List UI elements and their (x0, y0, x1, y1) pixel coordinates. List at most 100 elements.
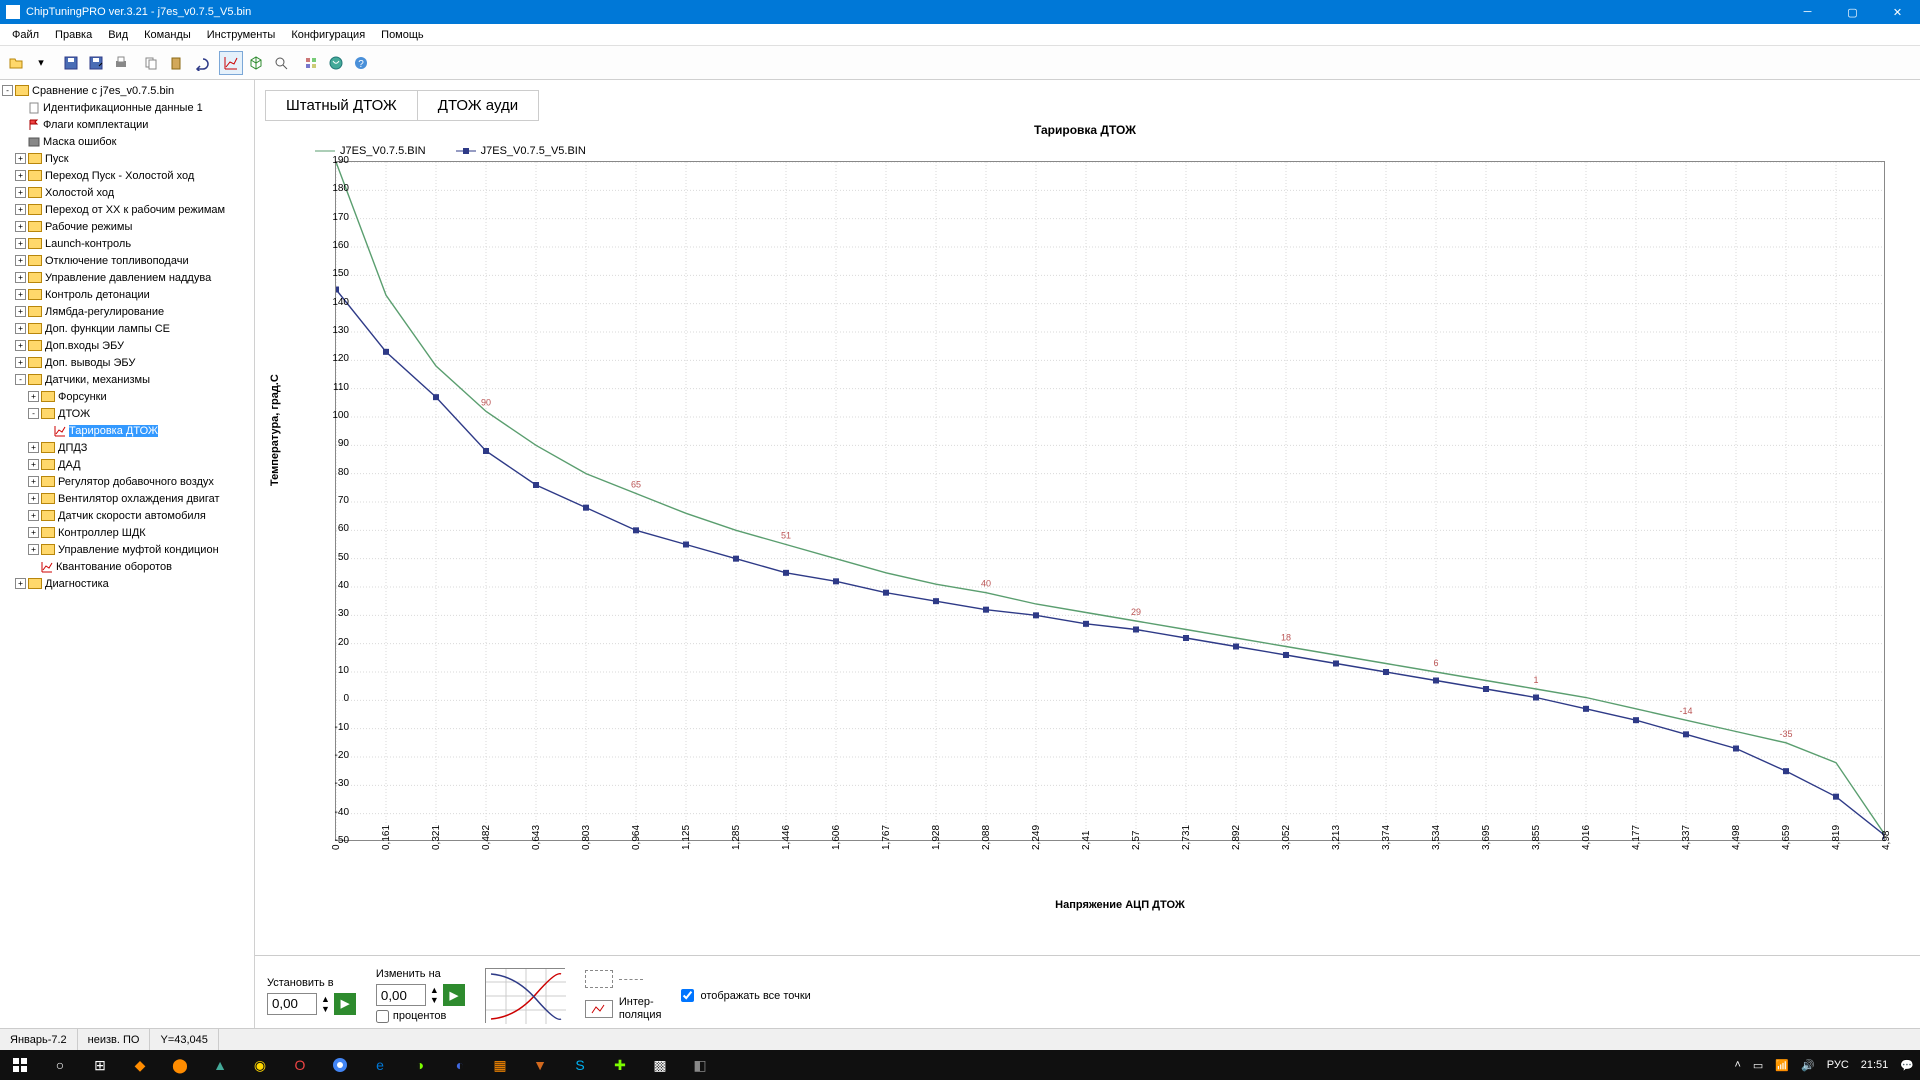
menu-Команды[interactable]: Команды (136, 24, 199, 46)
tree-row[interactable]: Маска ошибок (2, 133, 252, 150)
start-icon[interactable] (0, 1050, 40, 1080)
spin-icon[interactable]: ▲▼ (321, 994, 330, 1014)
change-apply-button[interactable]: ▶ (443, 984, 465, 1006)
help-icon[interactable]: ? (349, 51, 373, 75)
zoom-icon[interactable] (269, 51, 293, 75)
chart-view-icon[interactable] (219, 51, 243, 75)
menu-Правка[interactable]: Правка (47, 24, 100, 46)
tree-row[interactable]: Идентификационные данные 1 (2, 99, 252, 116)
saveas-icon[interactable] (84, 51, 108, 75)
tree-row[interactable]: +Launch-контроль (2, 235, 252, 252)
tree-row[interactable]: +Управление муфтой кондицион (2, 541, 252, 558)
menu-Конфигурация[interactable]: Конфигурация (283, 24, 373, 46)
tree-row[interactable]: +Отключение топливоподачи (2, 252, 252, 269)
tree-row[interactable]: -Датчики, механизмы (2, 371, 252, 388)
tree-row[interactable]: +Регулятор добавочного воздух (2, 473, 252, 490)
set-input[interactable] (267, 993, 317, 1015)
tree-row[interactable]: +Пуск (2, 150, 252, 167)
menu-Вид[interactable]: Вид (100, 24, 136, 46)
tree-row[interactable]: +Рабочие режимы (2, 218, 252, 235)
change-label: Изменить на (376, 968, 465, 980)
undo-icon[interactable] (189, 51, 213, 75)
task-app10[interactable]: ▩ (640, 1050, 680, 1080)
tool2-icon[interactable] (324, 51, 348, 75)
copy-icon[interactable] (139, 51, 163, 75)
print-icon[interactable] (109, 51, 133, 75)
tree-row[interactable]: +Контроль детонации (2, 286, 252, 303)
tray-time[interactable]: 21:51 (1855, 1059, 1895, 1071)
set-apply-button[interactable]: ▶ (334, 993, 356, 1015)
tree-row[interactable]: +Контроллер ШДК (2, 524, 252, 541)
cortana-icon[interactable]: ○ (40, 1050, 80, 1080)
taskbar[interactable]: ○ ⊞ ◆ ⬤ ▲ ◉ O e ◑ ◐ ▦ ▼ S ✚ ▩ ◧ ˄ ▭ 📶 🔊 … (0, 1050, 1920, 1080)
open-icon[interactable] (4, 51, 28, 75)
tree-panel[interactable]: -Сравнение с j7es_v0.7.5.binИдентификаци… (0, 80, 255, 1035)
tree-row[interactable]: +Управление давлением наддува (2, 269, 252, 286)
tool1-icon[interactable] (299, 51, 323, 75)
task-skype[interactable]: S (560, 1050, 600, 1080)
task-app11[interactable]: ◧ (680, 1050, 720, 1080)
close-button[interactable]: ✕ (1875, 0, 1920, 24)
minimize-button[interactable]: ─ (1785, 0, 1830, 24)
task-app3[interactable]: ▲ (200, 1050, 240, 1080)
tree-row[interactable]: Квантование оборотов (2, 558, 252, 575)
save-icon[interactable] (59, 51, 83, 75)
tree-row[interactable]: +Лямбда-регулирование (2, 303, 252, 320)
task-app6[interactable]: ◐ (440, 1050, 480, 1080)
tree-row[interactable]: -ДТОЖ (2, 405, 252, 422)
tab-2[interactable]: ДТОЖ ауди (418, 90, 539, 121)
tree-row[interactable]: +Вентилятор охлаждения двигат (2, 490, 252, 507)
change-input[interactable] (376, 984, 426, 1006)
task-app5[interactable]: ◑ (400, 1050, 440, 1080)
tree-row[interactable]: Флаги комплектации (2, 116, 252, 133)
tray-volume-icon[interactable]: 🔊 (1795, 1059, 1821, 1072)
spin-icon[interactable]: ▲▼ (430, 985, 439, 1005)
tree-row[interactable]: +Форсунки (2, 388, 252, 405)
svg-text:29: 29 (1131, 607, 1141, 617)
dash-icon[interactable] (585, 970, 613, 988)
tray-battery-icon[interactable]: ▭ (1747, 1059, 1769, 1072)
task-app1[interactable]: ◆ (120, 1050, 160, 1080)
menu-Инструменты[interactable]: Инструменты (199, 24, 284, 46)
tab-1[interactable]: Штатный ДТОЖ (265, 90, 418, 121)
tree-row[interactable]: +ДАД (2, 456, 252, 473)
tree-row[interactable]: -Сравнение с j7es_v0.7.5.bin (2, 82, 252, 99)
plot[interactable]: 90655140291861-14-35 (335, 161, 1885, 841)
3d-view-icon[interactable] (244, 51, 268, 75)
svg-text:90: 90 (481, 397, 491, 407)
tree-row[interactable]: +Доп. выводы ЭБУ (2, 354, 252, 371)
dropdown-icon[interactable]: ▾ (29, 51, 53, 75)
svg-text:18: 18 (1281, 633, 1291, 643)
tree-row[interactable]: +Переход Пуск - Холостой ход (2, 167, 252, 184)
menu-Помощь[interactable]: Помощь (373, 24, 432, 46)
tree-row[interactable]: +Переход от ХХ к рабочим режимам (2, 201, 252, 218)
tree-row[interactable]: +ДПДЗ (2, 439, 252, 456)
tray-up-icon[interactable]: ˄ (1728, 1059, 1746, 1071)
showall-checkbox[interactable] (681, 989, 694, 1002)
svg-text:-35: -35 (1779, 729, 1792, 739)
taskview-icon[interactable]: ⊞ (80, 1050, 120, 1080)
task-app4[interactable]: ◉ (240, 1050, 280, 1080)
paste-icon[interactable] (164, 51, 188, 75)
task-opera[interactable]: O (280, 1050, 320, 1080)
task-chrome[interactable] (320, 1050, 360, 1080)
tree-row[interactable]: +Диагностика (2, 575, 252, 592)
maximize-button[interactable]: ▢ (1830, 0, 1875, 24)
tray-lang[interactable]: РУС (1821, 1059, 1855, 1071)
tray-notif-icon[interactable]: 💬 (1894, 1059, 1920, 1072)
task-edge[interactable]: e (360, 1050, 400, 1080)
tree-row[interactable]: +Доп.входы ЭБУ (2, 337, 252, 354)
tray-network-icon[interactable]: 📶 (1769, 1059, 1795, 1072)
tree-row[interactable]: Тарировка ДТОЖ (2, 422, 252, 439)
task-app9[interactable]: ✚ (600, 1050, 640, 1080)
interp-icon[interactable] (585, 1000, 613, 1018)
menu-Файл[interactable]: Файл (4, 24, 47, 46)
tree-row[interactable]: +Холостой ход (2, 184, 252, 201)
task-app8[interactable]: ▼ (520, 1050, 560, 1080)
chart-title: Тарировка ДТОЖ (265, 123, 1905, 137)
task-app7[interactable]: ▦ (480, 1050, 520, 1080)
percent-checkbox[interactable] (376, 1010, 389, 1023)
task-app2[interactable]: ⬤ (160, 1050, 200, 1080)
tree-row[interactable]: +Доп. функции лампы CE (2, 320, 252, 337)
tree-row[interactable]: +Датчик скорости автомобиля (2, 507, 252, 524)
